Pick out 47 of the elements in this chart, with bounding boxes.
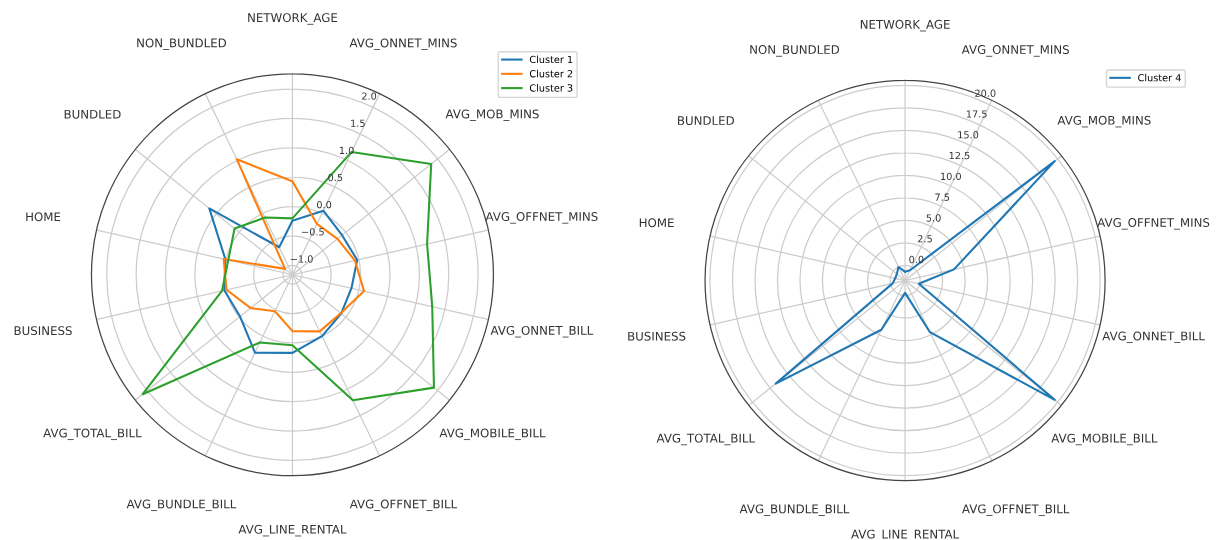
y-tick-label: 5.0 <box>926 214 941 222</box>
spoke-label: AVG_MOB_MINS <box>1057 115 1151 128</box>
y-tick-label: 1.0 <box>339 146 354 155</box>
spoke-label: AVG_BUNDLE_BILL <box>739 504 850 516</box>
spoke-label: AVG_MOBILE_BILL <box>439 428 546 441</box>
y-tick-label: 15.0 <box>958 131 979 139</box>
y-tick-label: 2.0 <box>362 92 377 100</box>
spoke-label: BUSINESS <box>14 326 72 336</box>
y-tick-label: −0.5 <box>302 228 324 236</box>
spoke-label: AVG_ONNET_BILL <box>1102 331 1205 344</box>
y-tick-label: 7.5 <box>935 193 950 201</box>
legend-label: Cluster 1 <box>529 55 573 64</box>
y-tick-label: 0.5 <box>328 173 343 182</box>
spoke-label: AVG_LINE_RENTAL <box>238 524 347 537</box>
spoke-label: AVG_MOB_MINS <box>445 109 539 122</box>
y-tick-label: 1.5 <box>351 119 365 127</box>
spoke-label: AVG_ONNET_BILL <box>490 325 594 338</box>
spoke-label: AVG_ONNET_MINS <box>961 45 1069 57</box>
spoke-label: HOME <box>639 218 674 228</box>
y-tick-label: 20.0 <box>975 89 996 97</box>
y-tick-label: 17.5 <box>966 110 987 118</box>
spoke-label: AVG_OFFNET_MINS <box>1097 218 1210 230</box>
y-tick-label: 0.0 <box>317 200 332 209</box>
y-tick-label: 0.0 <box>909 255 924 264</box>
spoke-label: AVG_MOBILE_BILL <box>1051 433 1158 446</box>
spoke-label: AVG_ONNET_MINS <box>349 38 457 51</box>
spoke-label: BUNDLED <box>64 109 121 119</box>
y-tick-label: 12.5 <box>949 151 970 160</box>
spoke-label: BUNDLED <box>678 116 734 126</box>
spoke-label: NETWORK_AGE <box>248 13 338 25</box>
y-tick-label: 2.5 <box>917 235 932 243</box>
legend-label: Cluster 2 <box>529 69 573 78</box>
spoke-label: AVG_OFFNET_MINS <box>485 212 598 224</box>
y-tick-label: −1.0 <box>290 255 313 263</box>
spoke-label: AVG_OFFNET_BILL <box>962 504 1070 516</box>
spoke-label: AVG_TOTAL_BILL <box>656 433 755 446</box>
spoke-label: AVG_BUNDLE_BILL <box>126 499 237 512</box>
spoke-label: NON_BUNDLED <box>750 45 840 57</box>
spoke-label: BUSINESS <box>628 331 686 341</box>
legend-label: Cluster 4 <box>1138 73 1181 82</box>
spoke-label: AVG_OFFNET_BILL <box>349 499 458 512</box>
spoke-label: NON_BUNDLED <box>137 38 227 51</box>
spoke-label: AVG_TOTAL_BILL <box>43 428 142 441</box>
spoke-label: NETWORK_AGE <box>860 19 950 32</box>
spoke-label: HOME <box>26 212 61 222</box>
legend-label: Cluster 3 <box>529 84 573 92</box>
y-tick-label: 10.0 <box>941 172 962 181</box>
